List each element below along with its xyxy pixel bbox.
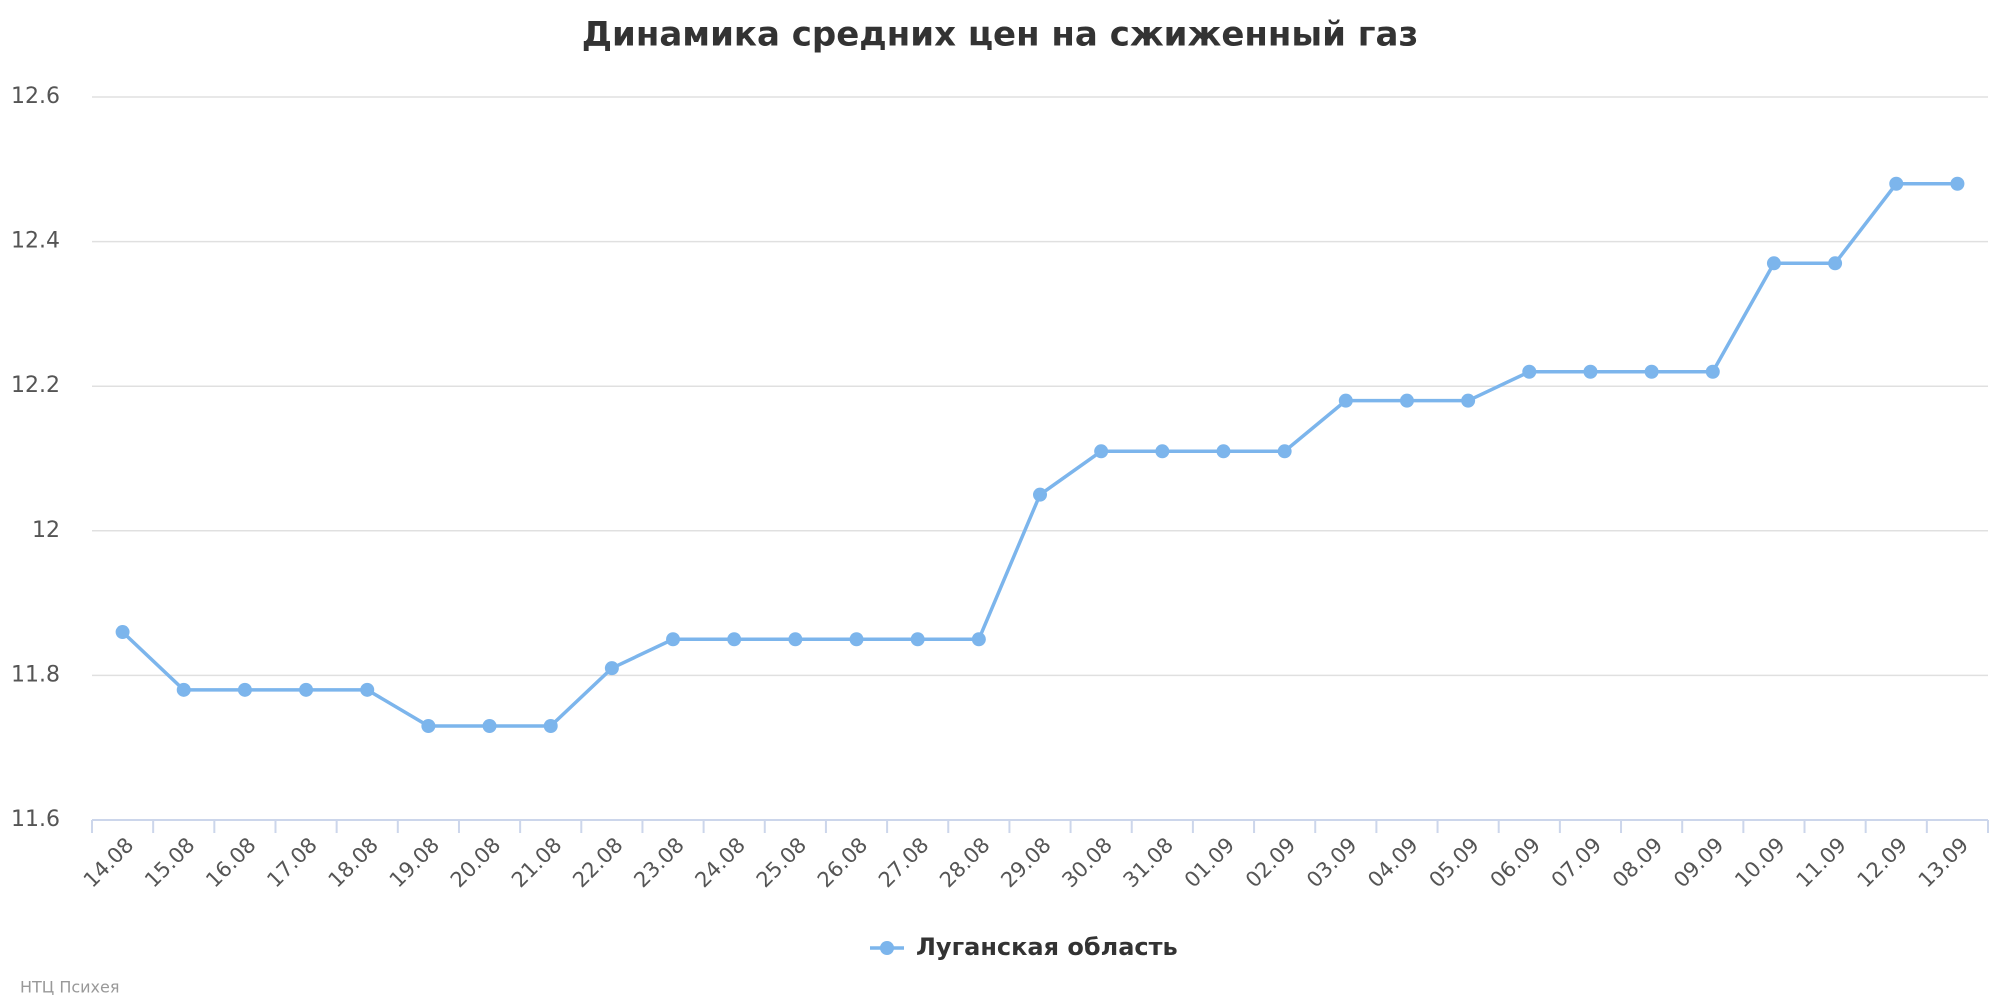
data-point [1828, 256, 1843, 271]
data-point [1583, 364, 1598, 379]
data-point [360, 682, 375, 697]
data-point [1399, 393, 1414, 408]
x-tick-label: 19.08 [385, 833, 444, 892]
y-tick-label: 11.8 [11, 662, 60, 687]
data-point [1950, 176, 1965, 191]
data-point [237, 682, 252, 697]
y-tick-label: 11.6 [11, 807, 60, 832]
x-tick-label: 15.08 [140, 833, 199, 892]
x-tick-label: 29.08 [996, 833, 1055, 892]
x-tick-label: 06.09 [1486, 833, 1545, 892]
data-point [115, 625, 130, 640]
data-point [1705, 364, 1720, 379]
data-point [176, 682, 191, 697]
x-tick-label: 17.08 [262, 833, 321, 892]
data-point [543, 719, 558, 734]
data-point [1155, 444, 1170, 459]
data-point [1216, 444, 1231, 459]
data-point [788, 632, 803, 647]
x-tick-label: 11.09 [1791, 833, 1850, 892]
data-point [1644, 364, 1659, 379]
data-point [727, 632, 742, 647]
data-point [421, 719, 436, 734]
data-point [299, 682, 314, 697]
x-tick-label: 23.08 [629, 833, 688, 892]
x-tick-label: 28.08 [935, 833, 994, 892]
x-tick-label: 27.08 [874, 833, 933, 892]
x-tick-label: 24.08 [690, 833, 749, 892]
x-tick-label: 16.08 [201, 833, 260, 892]
data-line [121, 182, 1958, 728]
data-point [604, 661, 619, 676]
data-point [910, 632, 925, 647]
x-tick-label: 04.09 [1363, 833, 1422, 892]
data-point [1277, 444, 1292, 459]
legend-label: Луганская область [916, 933, 1178, 961]
data-point [1889, 176, 1904, 191]
chart-title: Динамика средних цен на сжиженный газ [582, 15, 1419, 55]
y-tick-label: 12.2 [11, 373, 60, 398]
data-point [1338, 393, 1353, 408]
data-point [1522, 364, 1537, 379]
data-point [1461, 393, 1476, 408]
x-tick-label: 26.08 [813, 833, 872, 892]
data-point [849, 632, 864, 647]
data-point [1766, 256, 1781, 271]
data-point [666, 632, 681, 647]
x-tick-label: 10.09 [1730, 833, 1789, 892]
data-point [482, 719, 497, 734]
x-tick-label: 09.09 [1669, 833, 1728, 892]
x-tick-label: 18.08 [324, 833, 383, 892]
x-tick-label: 13.09 [1914, 833, 1973, 892]
y-tick-label: 12.6 [11, 84, 60, 109]
x-tick-label: 02.09 [1241, 833, 1300, 892]
x-tick-label: 12.09 [1853, 833, 1912, 892]
data-point [1094, 444, 1109, 459]
x-tick-label: 07.09 [1547, 833, 1606, 892]
x-tick-label: 21.08 [507, 833, 566, 892]
credit: НТЦ Психея [20, 978, 119, 997]
x-tick-label: 30.08 [1057, 833, 1116, 892]
x-tick-label: 20.08 [446, 833, 505, 892]
data-point [1033, 487, 1047, 502]
x-tick-label: 31.08 [1119, 833, 1178, 892]
y-tick-label: 12 [32, 518, 60, 543]
x-tick-label: 03.09 [1302, 833, 1361, 892]
x-tick-label: 22.08 [568, 833, 627, 892]
x-tick-label: 14.08 [79, 833, 138, 892]
legend-symbol [880, 941, 894, 955]
y-tick-label: 12.4 [11, 229, 60, 254]
data-point [971, 632, 986, 647]
x-tick-label: 05.09 [1424, 833, 1483, 892]
x-tick-label: 25.08 [752, 833, 811, 892]
x-tick-label: 08.09 [1608, 833, 1667, 892]
x-tick-label: 01.09 [1180, 833, 1239, 892]
